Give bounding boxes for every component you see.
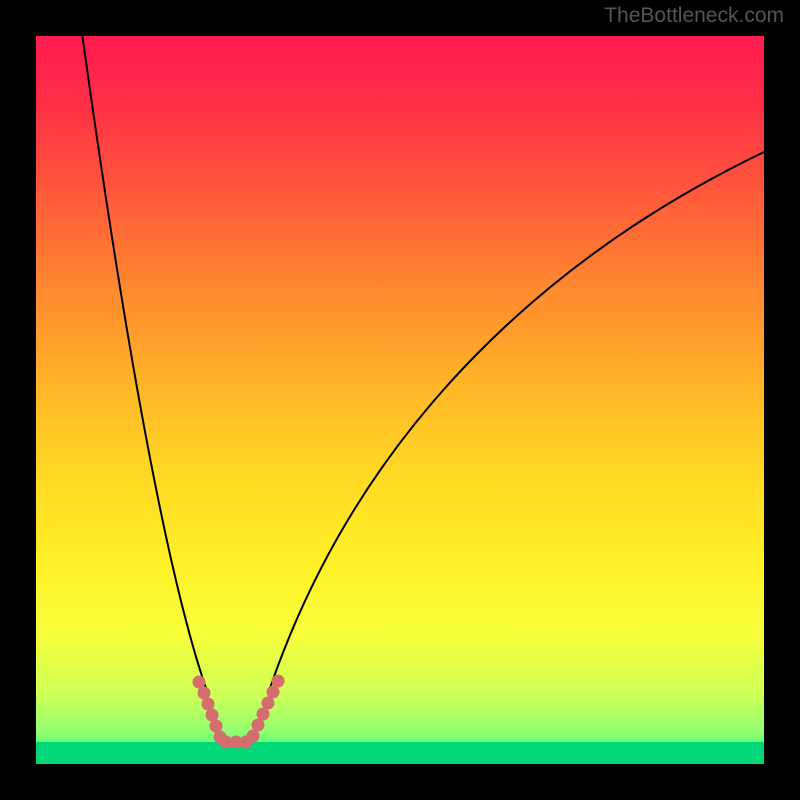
chart-container: TheBottleneck.com (0, 0, 800, 800)
watermark-text: TheBottleneck.com (604, 4, 784, 28)
green-baseline-band (36, 742, 764, 764)
plot-gradient (36, 36, 764, 764)
marker-dot (272, 675, 285, 688)
plot-svg (0, 0, 800, 800)
